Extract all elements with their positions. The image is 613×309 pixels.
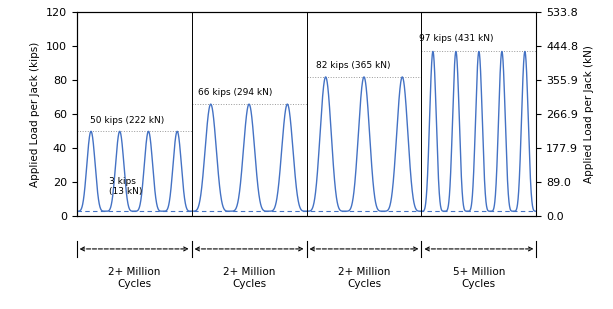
Text: 2+ Million
Cycles: 2+ Million Cycles — [223, 267, 275, 289]
Y-axis label: Applied Load per Jack (kips): Applied Load per Jack (kips) — [30, 42, 40, 187]
Text: 66 kips (294 kN): 66 kips (294 kN) — [199, 88, 273, 97]
Text: 5+ Million
Cycles: 5+ Million Cycles — [453, 267, 505, 289]
Y-axis label: Applied Load per Jack (kN): Applied Load per Jack (kN) — [584, 45, 594, 183]
Text: 50 kips (222 kN): 50 kips (222 kN) — [91, 116, 165, 125]
Text: 97 kips (431 kN): 97 kips (431 kN) — [419, 34, 493, 43]
Text: 2+ Million
Cycles: 2+ Million Cycles — [108, 267, 160, 289]
Text: 82 kips (365 kN): 82 kips (365 kN) — [316, 61, 390, 70]
Text: 3 kips
(13 kN): 3 kips (13 kN) — [109, 176, 142, 196]
Text: 2+ Million
Cycles: 2+ Million Cycles — [338, 267, 390, 289]
